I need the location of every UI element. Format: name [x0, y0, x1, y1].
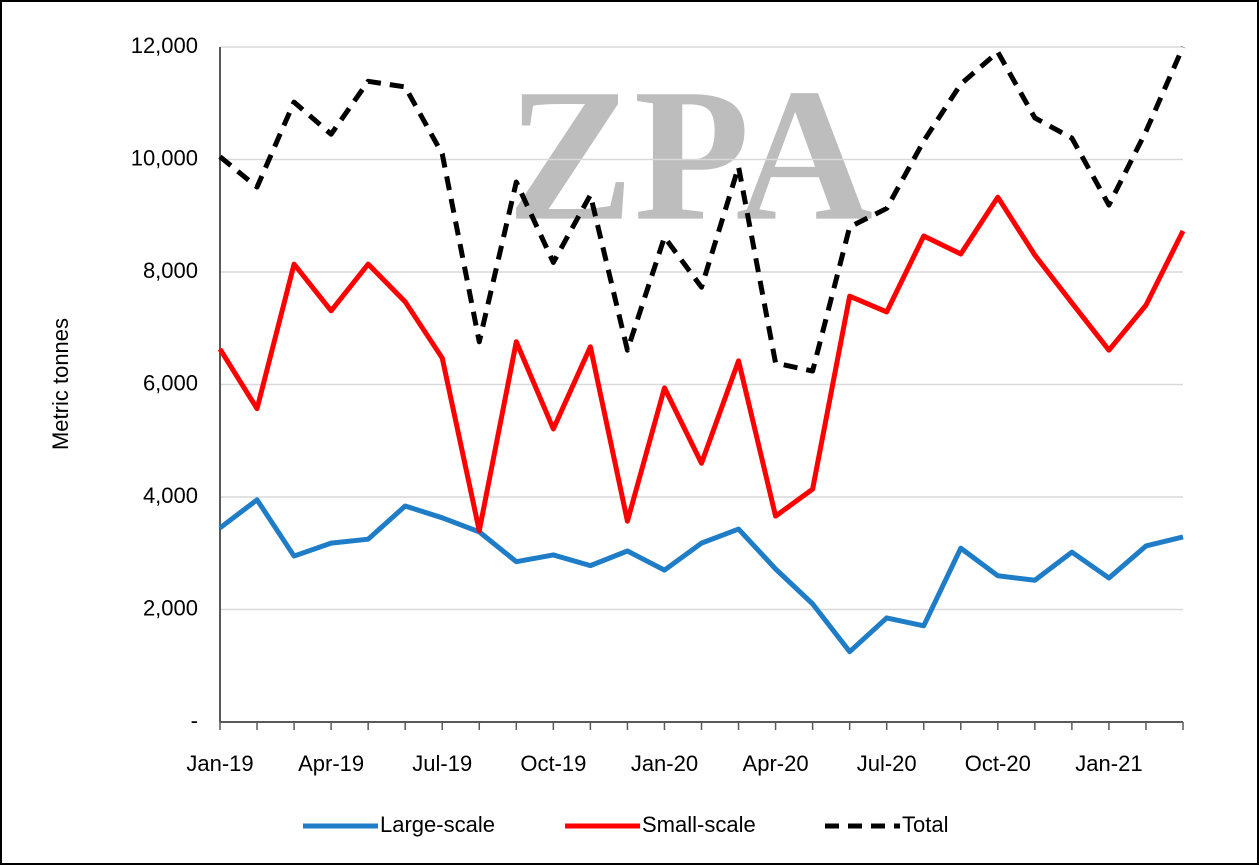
- series-line: [218, 497, 1184, 655]
- y-tick-label: 12,000: [131, 33, 198, 58]
- x-tick-label: Oct-20: [965, 751, 1031, 776]
- y-tick-label: -: [191, 708, 198, 733]
- x-tick-label: Oct-19: [520, 751, 586, 776]
- x-tick-label: Jan-19: [186, 751, 253, 776]
- x-tick-label: Apr-19: [298, 751, 364, 776]
- x-tick-label: Jan-20: [631, 751, 698, 776]
- x-tick-label: Jul-20: [857, 751, 917, 776]
- legend-label: Small-scale: [642, 812, 756, 837]
- y-tick-label: 2,000: [143, 595, 198, 620]
- x-tick-label: Jul-19: [412, 751, 472, 776]
- y-tick-label: 10,000: [131, 145, 198, 170]
- x-tick-label: Jan-21: [1075, 751, 1142, 776]
- y-axis-label: Metric tonnes: [48, 318, 73, 450]
- legend-label: Large-scale: [380, 812, 495, 837]
- y-tick-label: 6,000: [143, 370, 198, 395]
- watermark: ZPA: [507, 51, 873, 261]
- series-line: [217, 194, 1186, 534]
- legend-label: Total: [902, 812, 948, 837]
- y-tick-label: 8,000: [143, 258, 198, 283]
- y-tick-label: 4,000: [143, 483, 198, 508]
- series-line: [218, 45, 1186, 374]
- x-tick-label: Apr-20: [743, 751, 809, 776]
